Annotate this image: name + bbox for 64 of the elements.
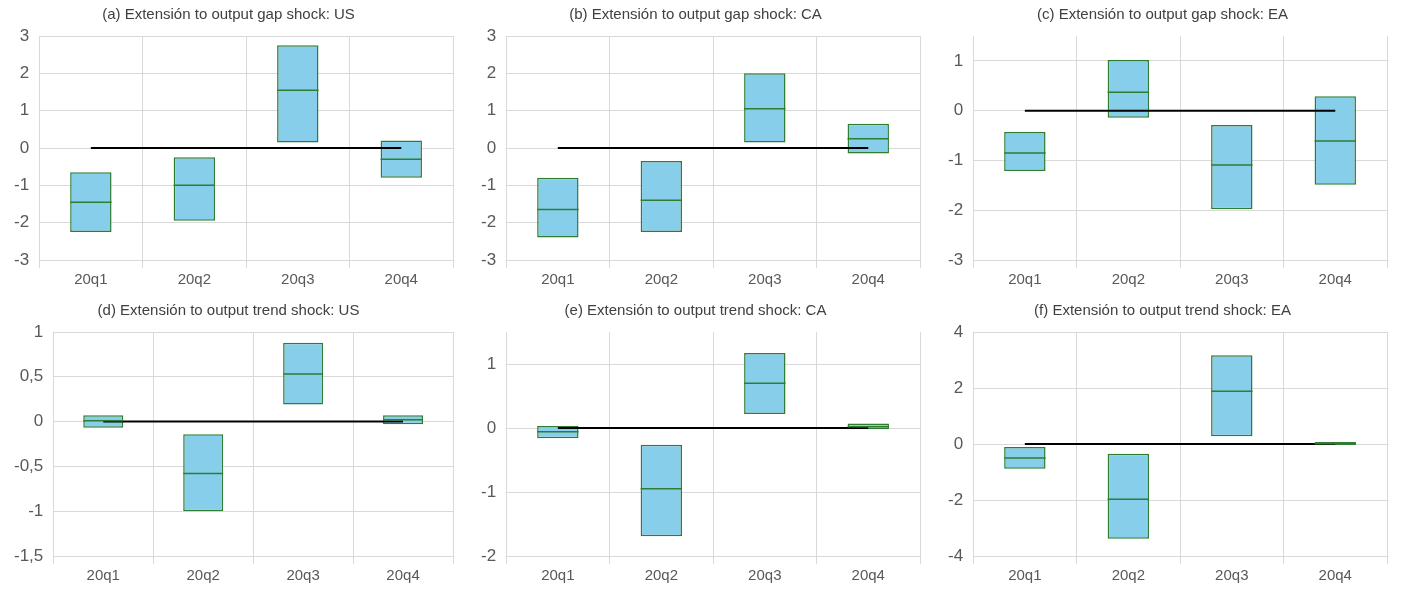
y-tick-label: -1 <box>480 481 497 501</box>
y-tick-label: -2 <box>480 545 497 565</box>
y-tick-label: 0 <box>486 137 497 157</box>
chart-title: (f) Extensión to output trend shock: EA <box>1034 301 1291 319</box>
y-tick-label: -3 <box>947 249 964 269</box>
y-tick-label: 3 <box>486 25 497 45</box>
y-tick-label: 2 <box>486 63 497 83</box>
y-tick-label: -1 <box>28 500 44 520</box>
y-tick-label: -3 <box>13 249 30 269</box>
y-tick-label: 0,5 <box>19 366 44 386</box>
y-tick-label: -4 <box>947 545 964 565</box>
x-tick-label: 20q2 <box>644 270 679 288</box>
x-tick-label: 20q3 <box>748 566 782 584</box>
x-tick-label: 20q4 <box>1318 270 1352 288</box>
y-tick-label: 2 <box>19 63 30 83</box>
y-tick-label: -3 <box>480 249 497 269</box>
y-tick-label: -2 <box>947 199 964 219</box>
chart-title: (b) Extensión to output gap shock: CA <box>569 5 822 23</box>
y-tick-label: 0 <box>953 100 964 120</box>
chart-title: (c) Extensión to output gap shock: EA <box>1037 5 1288 23</box>
x-tick-label: 20q2 <box>186 566 220 584</box>
x-tick-label: 20q3 <box>1215 270 1249 288</box>
y-tick-label: 2 <box>953 377 964 397</box>
x-tick-label: 20q3 <box>281 270 315 288</box>
x-tick-label: 20q4 <box>386 566 420 584</box>
y-tick-label: 1 <box>19 100 30 120</box>
x-tick-label: 20q1 <box>1008 270 1042 288</box>
x-tick-label: 20q2 <box>1111 270 1146 288</box>
y-tick-label: 0 <box>33 411 44 431</box>
x-tick-label: 20q1 <box>541 566 575 584</box>
y-tick-label: -2 <box>480 212 497 232</box>
chart-title: (d) Extensión to output trend shock: US <box>97 301 360 319</box>
y-tick-label: 3 <box>19 25 30 45</box>
y-tick-label: -0,5 <box>14 456 44 476</box>
y-tick-label: -1 <box>480 175 497 195</box>
x-tick-label: 20q1 <box>86 566 120 584</box>
y-tick-label: 0 <box>19 137 30 157</box>
chart-title: (e) Extensión to output trend shock: CA <box>564 301 827 319</box>
y-tick-label: -1 <box>13 175 30 195</box>
x-tick-label: 20q3 <box>1215 566 1249 584</box>
x-tick-label: 20q1 <box>74 270 108 288</box>
x-tick-label: 20q1 <box>1008 566 1042 584</box>
x-tick-label: 20q4 <box>1318 566 1352 584</box>
y-tick-label: 4 <box>953 321 964 341</box>
x-tick-label: 20q4 <box>851 566 885 584</box>
y-tick-label: 1 <box>33 321 44 341</box>
x-tick-label: 20q4 <box>384 270 418 288</box>
y-tick-label: 1 <box>486 353 497 373</box>
x-tick-label: 20q1 <box>541 270 575 288</box>
y-tick-label: 1 <box>953 50 964 70</box>
y-tick-label: 0 <box>486 417 497 437</box>
y-tick-label: -1 <box>947 150 964 170</box>
y-tick-label: -2 <box>947 489 964 509</box>
x-tick-label: 20q3 <box>286 566 320 584</box>
x-tick-label: 20q2 <box>1111 566 1146 584</box>
x-tick-label: 20q4 <box>851 270 885 288</box>
y-tick-label: -2 <box>13 212 30 232</box>
x-tick-label: 20q2 <box>177 270 212 288</box>
y-tick-label: 1 <box>486 100 497 120</box>
y-tick-label: -1,5 <box>14 545 44 565</box>
chart-title: (a) Extensión to output gap shock: US <box>102 5 355 23</box>
x-tick-label: 20q3 <box>748 270 782 288</box>
x-tick-label: 20q2 <box>644 566 679 584</box>
y-tick-label: 0 <box>953 433 964 453</box>
